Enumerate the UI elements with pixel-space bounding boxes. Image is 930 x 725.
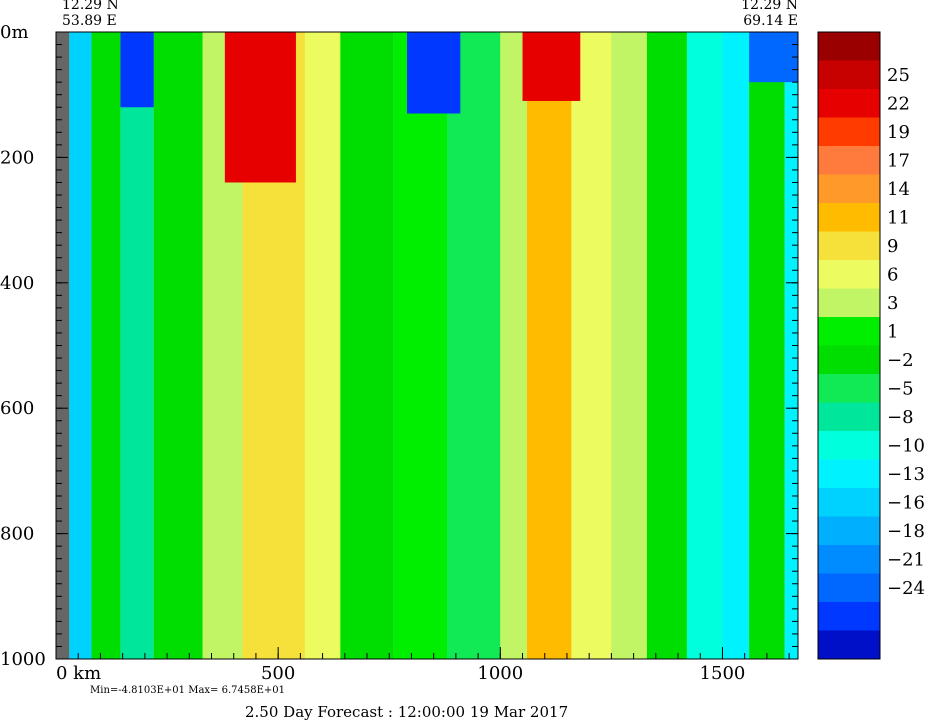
x-tick-label-0: 0 km bbox=[56, 663, 101, 684]
colorbar-label-9: 1 bbox=[887, 321, 898, 342]
colorbar-swatch-2 bbox=[818, 89, 880, 118]
surface-feature-1 bbox=[224, 32, 296, 183]
x-tick-label-2: 1000 bbox=[477, 663, 523, 684]
colorbar-label-18: −24 bbox=[887, 578, 925, 599]
colorbar-swatch-3 bbox=[818, 117, 880, 147]
section-column-3 bbox=[120, 32, 154, 659]
colorbar-label-1: 22 bbox=[887, 93, 910, 114]
surface-feature-0 bbox=[120, 32, 154, 108]
colorbar-swatch-0 bbox=[818, 32, 880, 61]
x-tick-label-3: 1500 bbox=[700, 663, 746, 684]
surface-feature-4 bbox=[749, 32, 798, 83]
colorbar-label-8: 3 bbox=[887, 293, 898, 314]
section-column-11 bbox=[500, 32, 527, 659]
left-location-latitude: 12.29 N bbox=[62, 0, 119, 13]
section-column-18 bbox=[749, 32, 785, 659]
colorbar-label-15: −16 bbox=[887, 492, 925, 513]
axes-layer: 0 km 500 1000 1500 0m 200 400 600 800 1000 bbox=[0, 22, 799, 684]
land-mask bbox=[56, 32, 70, 659]
colorbar-label-12: −8 bbox=[887, 407, 914, 428]
section-column-9 bbox=[393, 32, 447, 659]
section-column-2 bbox=[91, 32, 121, 659]
colorbar-swatch-15 bbox=[818, 459, 880, 489]
surface-feature-2 bbox=[407, 32, 461, 114]
colorbar-swatch-7 bbox=[818, 231, 880, 261]
colorbar-swatch-11 bbox=[818, 345, 880, 375]
right-location-latitude: 12.29 N bbox=[741, 0, 798, 13]
section-column-16 bbox=[686, 32, 723, 659]
forecast-label: 2.50 Day Forecast : 12:00:00 19 Mar 2017 bbox=[245, 703, 568, 721]
colorbar-swatch-6 bbox=[818, 203, 880, 232]
colorbar-swatch-21 bbox=[818, 630, 880, 660]
y-tick-label-5: 1000 bbox=[0, 649, 46, 670]
colorbar-label-0: 25 bbox=[887, 65, 910, 86]
section-column-4 bbox=[153, 32, 203, 659]
section-column-19 bbox=[784, 32, 798, 659]
colorbar-swatch-17 bbox=[818, 516, 880, 546]
colorbar-label-3: 17 bbox=[887, 150, 910, 171]
y-tick-label-2: 400 bbox=[0, 273, 34, 294]
plot-area bbox=[56, 32, 798, 659]
section-column-1 bbox=[69, 32, 92, 659]
colorbar-swatch-10 bbox=[818, 317, 880, 346]
surface-feature-3 bbox=[522, 32, 581, 101]
y-tick-label-4: 800 bbox=[0, 524, 34, 545]
colorbar-frame bbox=[817, 31, 881, 660]
x-tick-label-1: 500 bbox=[261, 663, 295, 684]
colorbar-swatch-5 bbox=[818, 174, 880, 204]
y-tick-label-0: 0m bbox=[0, 22, 29, 43]
left-location-longitude: 53.89 E bbox=[62, 13, 117, 29]
section-column-12 bbox=[526, 32, 572, 659]
colorbar-swatch-18 bbox=[818, 545, 880, 574]
section-column-7 bbox=[304, 32, 341, 659]
colorbar-label-16: −18 bbox=[887, 521, 925, 542]
section-column-17 bbox=[722, 32, 750, 659]
colorbar-swatch-19 bbox=[818, 573, 880, 603]
colorbar-swatch-1 bbox=[818, 60, 880, 90]
section-column-10 bbox=[446, 32, 501, 659]
colorbar-swatch-9 bbox=[818, 288, 880, 318]
colorbar-swatch-12 bbox=[818, 374, 880, 403]
section-column-14 bbox=[611, 32, 647, 659]
colorbar-swatch-20 bbox=[818, 602, 880, 631]
colorbar-label-4: 14 bbox=[887, 179, 910, 200]
colorbar: 25 22 19 17 14 11 9 6 3 1 −2 −5 −8 −10 −13 −16 −18 −21 −24 bbox=[817, 31, 925, 660]
colorbar-swatch-14 bbox=[818, 431, 880, 460]
colorbar-label-14: −13 bbox=[887, 464, 925, 485]
colorbar-label-5: 11 bbox=[887, 207, 910, 228]
colorbar-swatch-16 bbox=[818, 488, 880, 517]
colorbar-label-7: 6 bbox=[887, 264, 898, 285]
section-column-13 bbox=[571, 32, 612, 659]
y-tick-label-1: 200 bbox=[0, 147, 34, 168]
colorbar-label-10: −2 bbox=[887, 350, 914, 371]
colorbar-label-11: −5 bbox=[887, 378, 914, 399]
colorbar-swatch-8 bbox=[818, 260, 880, 289]
colorbar-label-6: 9 bbox=[887, 236, 898, 257]
right-location-longitude: 69.14 E bbox=[743, 13, 798, 29]
min-max-stats: Min=-4.8103E+01 Max= 6.7458E+01 bbox=[90, 685, 285, 696]
colorbar-label-2: 19 bbox=[887, 122, 910, 143]
section-column-15 bbox=[646, 32, 687, 659]
colorbar-swatch-4 bbox=[818, 146, 880, 175]
colorbar-swatch-13 bbox=[818, 402, 880, 432]
colorbar-label-17: −21 bbox=[887, 549, 925, 570]
y-tick-label-3: 600 bbox=[0, 398, 34, 419]
colorbar-label-13: −10 bbox=[887, 435, 925, 456]
section-column-8 bbox=[340, 32, 394, 659]
